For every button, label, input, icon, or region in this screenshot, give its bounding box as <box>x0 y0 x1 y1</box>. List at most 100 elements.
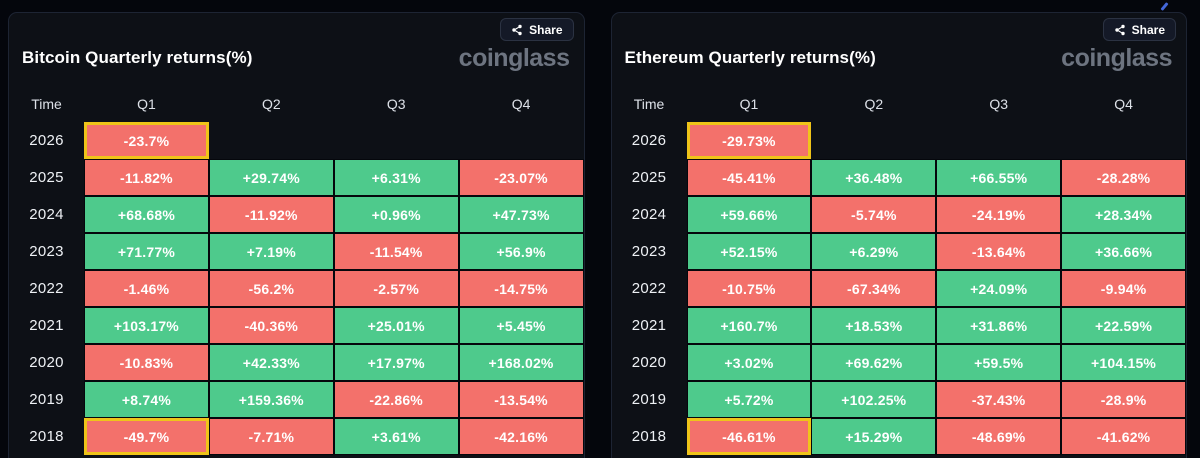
year-label: 2021 <box>29 317 64 334</box>
return-cell: +0.96% <box>333 196 459 233</box>
return-cell: -42.16% <box>458 418 584 455</box>
return-cell: +17.97% <box>333 344 459 381</box>
table-row: 2020 +3.02% +69.62% +59.5% +104.15% <box>612 344 1186 381</box>
return-cell: +6.31% <box>333 159 459 196</box>
empty-cell <box>209 122 334 159</box>
table-row: 2019 +5.72% +102.25% -37.43% -28.9% <box>612 381 1186 418</box>
return-cell: -9.94% <box>1061 270 1186 307</box>
year-label: 2026 <box>631 132 667 149</box>
return-cell: -45.41% <box>686 159 812 196</box>
share-row: Share <box>9 13 584 41</box>
return-cell: +25.01% <box>333 307 459 344</box>
return-cell: -23.07% <box>458 159 584 196</box>
return-cell: -5.74% <box>811 196 937 233</box>
return-cell: +68.68% <box>84 196 209 233</box>
return-cell: -46.61% <box>686 418 812 455</box>
return-cell: -11.92% <box>208 196 334 233</box>
year-label: 2024 <box>29 206 64 223</box>
table-row: 2025 -11.82% +29.74% +6.31% -23.07% <box>9 159 584 196</box>
return-cell: +18.53% <box>811 307 937 344</box>
return-cell: -10.75% <box>686 270 812 307</box>
year-label: 2025 <box>631 169 667 186</box>
panel-title: Ethereum Quarterly returns(%) <box>624 48 876 67</box>
table-row: 2026 -23.7% <box>9 122 584 159</box>
return-cell: +160.7% <box>686 307 812 344</box>
return-cell: +59.66% <box>686 196 812 233</box>
column-header-q1: Q1 <box>137 96 156 112</box>
return-cell: -13.54% <box>458 381 584 418</box>
return-cell: +3.02% <box>686 344 812 381</box>
bitcoin-returns-panel: Share Bitcoin Quarterly returns(%) coing… <box>8 12 585 458</box>
share-icon <box>1114 24 1126 36</box>
year-label: 2024 <box>631 206 667 223</box>
return-cell: +7.19% <box>208 233 334 270</box>
share-label: Share <box>1131 22 1165 37</box>
year-label: 2020 <box>631 354 667 371</box>
return-cell: +42.33% <box>208 344 334 381</box>
column-header-q3: Q3 <box>386 96 406 112</box>
table-row: 2022 -1.46% -56.2% -2.57% -14.75% <box>9 270 584 307</box>
return-cell: +24.09% <box>936 270 1062 307</box>
return-cell: +104.15% <box>1061 344 1186 381</box>
empty-cell <box>459 122 584 159</box>
return-cell: -11.82% <box>84 159 209 196</box>
return-cell: +69.62% <box>811 344 937 381</box>
return-cell: -49.7% <box>84 418 209 455</box>
empty-cell <box>334 122 459 159</box>
return-cell: -1.46% <box>84 270 209 307</box>
year-label: 2023 <box>29 243 64 260</box>
share-button[interactable]: Share <box>500 18 574 41</box>
share-label: Share <box>529 22 563 37</box>
return-cell: -13.64% <box>936 233 1062 270</box>
return-cell: +168.02% <box>458 344 584 381</box>
return-cell: +28.34% <box>1061 196 1186 233</box>
return-cell: +5.72% <box>686 381 812 418</box>
table-row: 2023 +52.15% +6.29% -13.64% +36.66% <box>612 233 1186 270</box>
table-row: 2026 -29.73% <box>612 122 1187 159</box>
return-cell: +56.9% <box>458 233 584 270</box>
return-cell: +103.17% <box>84 307 209 344</box>
year-label: 2026 <box>29 132 64 149</box>
table-row: 2021 +160.7% +18.53% +31.86% +22.59% <box>612 307 1186 344</box>
time-column-header: Time <box>31 96 62 112</box>
return-cell: -28.28% <box>1061 159 1186 196</box>
table-row: 2018 -49.7% -7.71% +3.61% -42.16% <box>9 418 584 455</box>
return-cell: -48.69% <box>936 418 1062 455</box>
share-icon <box>511 24 523 36</box>
year-label: 2018 <box>29 428 64 445</box>
bitcoin-returns-grid: 2026 -23.7% 2025 -11.82% +29.74% +6.31% -23.07… <box>9 122 584 455</box>
return-cell: -14.75% <box>458 270 584 307</box>
return-cell: -67.34% <box>811 270 937 307</box>
return-cell: +6.29% <box>811 233 937 270</box>
title-row: Bitcoin Quarterly returns(%) coinglass <box>9 41 584 70</box>
table-row: 2025 -45.41% +36.48% +66.55% -28.28% <box>612 159 1186 196</box>
column-header-q1: Q1 <box>739 96 759 112</box>
return-cell: -29.73% <box>686 122 812 159</box>
return-cell: -22.86% <box>333 381 459 418</box>
return-cell: +159.36% <box>208 381 334 418</box>
share-button[interactable]: Share <box>1102 18 1176 41</box>
empty-cell <box>811 122 936 159</box>
empty-cell <box>1061 122 1186 159</box>
return-cell: +5.45% <box>458 307 584 344</box>
year-label: 2021 <box>631 317 667 334</box>
year-label: 2022 <box>631 280 667 297</box>
return-cell: +3.61% <box>333 418 459 455</box>
return-cell: +15.29% <box>811 418 937 455</box>
share-row: Share <box>612 13 1187 41</box>
return-cell: -23.7% <box>84 122 209 159</box>
empty-cell <box>936 122 1061 159</box>
return-cell: +8.74% <box>84 381 209 418</box>
return-cell: +36.66% <box>1061 233 1186 270</box>
return-cell: +59.5% <box>936 344 1062 381</box>
return-cell: +47.73% <box>458 196 584 233</box>
return-cell: +71.77% <box>84 233 209 270</box>
column-header-q2: Q2 <box>864 96 884 112</box>
return-cell: -56.2% <box>208 270 334 307</box>
title-row: Ethereum Quarterly returns(%) coinglass <box>612 41 1187 70</box>
column-header-q3: Q3 <box>989 96 1009 112</box>
return-cell: -41.62% <box>1061 418 1186 455</box>
panel-title: Bitcoin Quarterly returns(%) <box>22 48 253 67</box>
cursor-artifact <box>1160 2 1169 11</box>
